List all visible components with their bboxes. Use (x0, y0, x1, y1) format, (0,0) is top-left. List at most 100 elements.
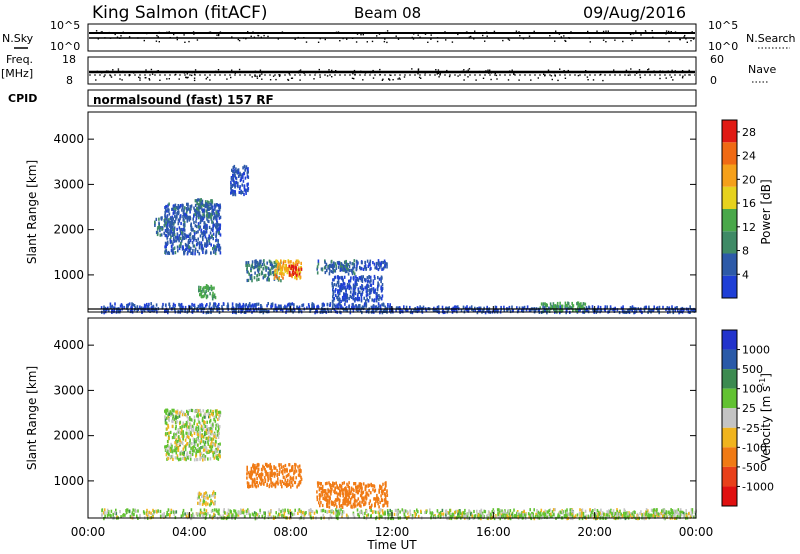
heatmap-cell (212, 291, 214, 295)
heatmap-cell (621, 514, 624, 518)
heatmap-cell (414, 511, 416, 516)
heatmap-cell (163, 512, 165, 516)
heatmap-cell (491, 510, 494, 514)
heatmap-cell (360, 278, 363, 282)
heatmap-cell (210, 309, 212, 313)
heatmap-cell (282, 276, 284, 280)
heatmap-cell (185, 431, 187, 435)
heatmap-cell (406, 510, 409, 514)
heatmap-cell (249, 471, 252, 476)
heatmap-cell (181, 234, 184, 238)
heatmap-cell (298, 274, 300, 278)
heatmap-cell (185, 514, 188, 518)
heatmap-cell (333, 264, 336, 268)
heatmap-cell (626, 511, 628, 515)
heatmap-cell (250, 276, 253, 280)
heatmap-cell (183, 223, 186, 227)
heatmap-cell (185, 234, 188, 238)
heatmap-cell (566, 304, 568, 308)
heatmap-cell (487, 510, 490, 514)
heatmap-cell (263, 259, 265, 263)
heatmap-cell (176, 237, 179, 241)
heatmap-cell (588, 305, 590, 309)
heatmap-cell (600, 508, 602, 512)
param-point (95, 30, 98, 32)
heatmap-cell (188, 436, 190, 440)
heatmap-cell (203, 508, 206, 512)
heatmap-cell (203, 221, 205, 225)
heatmap-cell (168, 412, 171, 416)
heatmap-cell (275, 309, 278, 313)
heatmap-cell (273, 260, 276, 265)
heatmap-cell (332, 500, 334, 505)
heatmap-cell (320, 509, 322, 513)
heatmap-cell (157, 509, 159, 513)
heatmap-cell (249, 513, 251, 517)
heatmap-cell (257, 484, 259, 488)
param-point (554, 40, 556, 42)
heatmap-cell (293, 303, 295, 307)
colorbar-segment (722, 253, 737, 276)
heatmap-cell (130, 306, 132, 310)
heatmap-cell (441, 305, 444, 309)
heatmap-cell (188, 240, 191, 245)
heatmap-cell (614, 306, 616, 310)
heatmap-cell (359, 494, 362, 498)
param-point (630, 68, 632, 70)
heatmap-cell (298, 268, 300, 272)
param-point (237, 38, 239, 41)
heatmap-cell (293, 480, 296, 485)
heatmap-cell (335, 264, 338, 268)
heatmap-cell (183, 454, 186, 458)
param-point (272, 75, 275, 77)
param-point (674, 31, 677, 33)
heatmap-cell (211, 432, 213, 436)
heatmap-cell (154, 223, 156, 227)
heatmap-cell (253, 477, 256, 481)
heatmap-cell (651, 513, 653, 517)
heatmap-cell (464, 508, 466, 513)
heatmap-cell (521, 511, 523, 515)
heatmap-cell (375, 510, 377, 514)
param-point (484, 40, 486, 42)
heatmap-cell (202, 203, 205, 207)
heatmap-cell (242, 304, 245, 308)
heatmap-cell (199, 421, 202, 425)
heatmap-cell (343, 282, 346, 286)
heatmap-cell (208, 214, 210, 218)
heatmap-cell (201, 248, 203, 252)
heatmap-cell (667, 510, 670, 514)
heatmap-cell (549, 302, 552, 306)
heatmap-cell (389, 309, 391, 313)
heatmap-cell (176, 232, 179, 236)
heatmap-cell (201, 216, 204, 220)
heatmap-cell (213, 295, 215, 299)
heatmap-cell (378, 514, 380, 518)
param-point (602, 79, 604, 82)
heatmap-cell (553, 305, 555, 309)
heatmap-cell (358, 296, 360, 300)
heatmap-cell (205, 512, 208, 517)
heatmap-cell (190, 448, 192, 452)
param-point (417, 73, 419, 75)
heatmap-cell (164, 415, 166, 419)
heatmap-cell (550, 512, 552, 516)
heatmap-cell (172, 510, 175, 514)
param-point (231, 69, 233, 71)
heatmap-cell (448, 306, 450, 310)
heatmap-cell (270, 469, 273, 473)
heatmap-cell (213, 508, 216, 512)
heatmap-cell (267, 464, 270, 468)
heatmap-cell (620, 306, 623, 310)
heatmap-cell (291, 466, 293, 470)
heatmap-cell (422, 305, 425, 309)
param-point (381, 79, 384, 81)
heatmap-cell (369, 508, 372, 512)
heatmap-cell (345, 513, 348, 517)
heatmap-cell (199, 511, 202, 515)
heatmap-cell (337, 486, 339, 490)
heatmap-cell (175, 421, 177, 425)
heatmap-cell (369, 291, 371, 295)
param-point (646, 71, 649, 73)
